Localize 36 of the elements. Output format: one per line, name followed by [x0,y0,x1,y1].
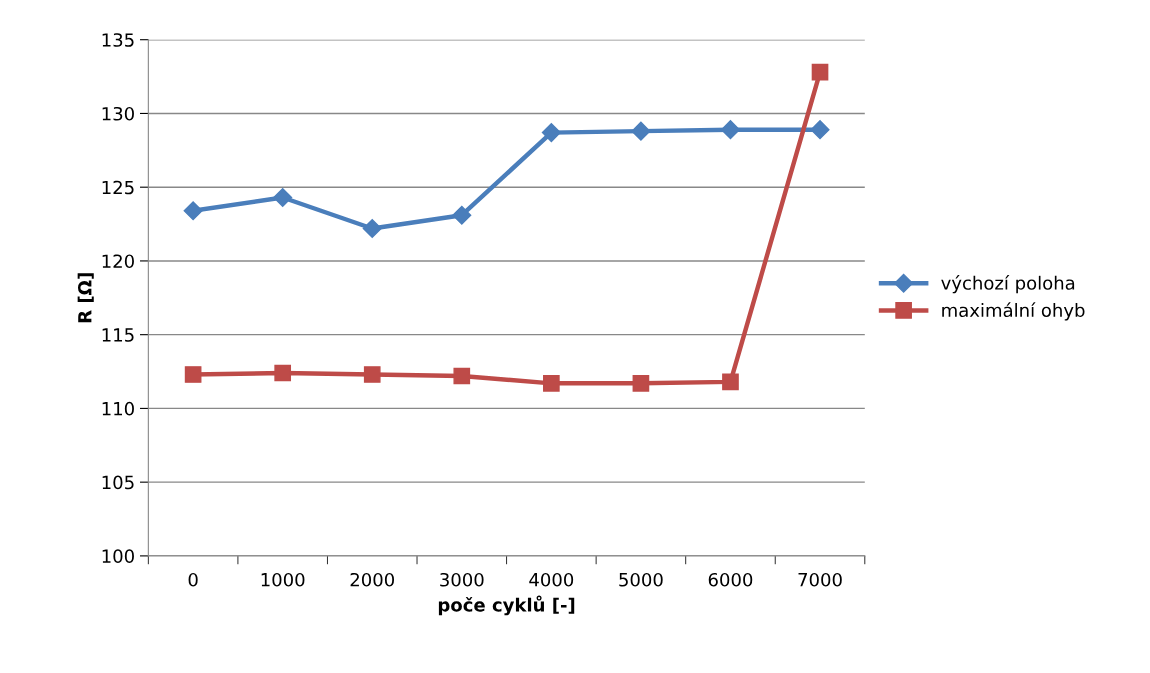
y-tick-label: 100 [102,549,134,564]
point [453,367,471,385]
x-tick-label: 2000 [350,572,395,587]
x-tick-label: 5000 [619,572,663,587]
x-tick-label: 4000 [529,572,574,587]
y-tick-label: 135 [102,33,134,47]
legend-label: výchozí poloha [941,275,1075,294]
point [722,373,739,391]
x-tick-label: 6000 [708,572,753,587]
point [541,123,561,143]
y-axis-title: R [Ω] [77,273,94,323]
point [720,120,740,140]
point [184,366,202,383]
legend-label: maximální ohyb [942,302,1085,321]
point [543,375,560,392]
point [631,121,651,141]
point [183,201,203,221]
y-tick-label: 125 [102,180,134,195]
y-tick-label: 130 [102,106,134,121]
point [452,205,472,225]
y-tick-label: 110 [102,401,134,416]
y-tick-label: 120 [102,254,134,269]
point [273,187,293,208]
point [363,366,381,383]
y-tick-label: 105 [102,475,134,490]
x-tick-label: 0 [188,572,198,587]
point [810,120,830,140]
y-tick-label: 115 [102,328,134,342]
x-tick-label: 1000 [261,572,305,587]
point [274,364,292,382]
x-axis-title: poče cyklů [-] [438,595,575,616]
x-tick-label: 3000 [440,572,484,587]
x-tick-label: 7000 [798,572,842,587]
point [362,218,382,239]
point [811,63,829,81]
point [632,375,650,392]
